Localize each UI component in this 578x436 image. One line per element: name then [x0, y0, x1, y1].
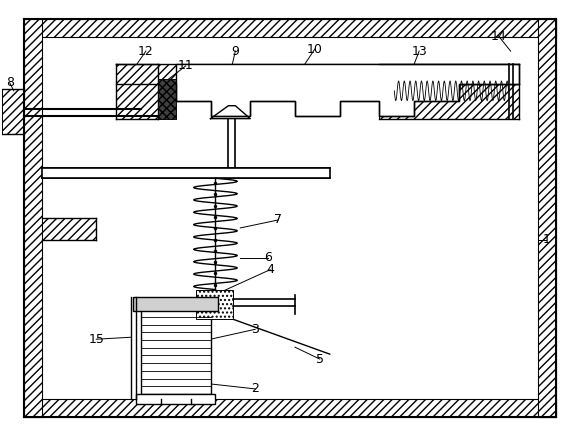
Text: 4: 4 — [266, 263, 274, 276]
Text: 10: 10 — [307, 43, 323, 55]
Bar — [116, 64, 158, 119]
Text: 14: 14 — [491, 30, 506, 43]
Bar — [116, 64, 518, 84]
Text: 9: 9 — [231, 44, 239, 58]
Text: 15: 15 — [88, 333, 104, 346]
Text: 6: 6 — [264, 251, 272, 264]
Bar — [158, 79, 176, 119]
Bar — [141, 310, 210, 394]
Text: 1: 1 — [542, 233, 550, 246]
Text: 2: 2 — [251, 382, 259, 395]
Bar — [2, 89, 24, 133]
Polygon shape — [176, 64, 518, 116]
Text: 13: 13 — [412, 44, 427, 58]
Bar — [538, 19, 556, 417]
Bar — [24, 19, 556, 37]
Bar — [42, 218, 96, 240]
Bar — [42, 168, 329, 178]
Bar — [24, 399, 556, 417]
Bar — [133, 297, 218, 311]
Bar — [24, 19, 42, 417]
Text: 5: 5 — [316, 353, 324, 366]
Text: 11: 11 — [178, 59, 194, 72]
Bar — [195, 290, 234, 319]
Text: 12: 12 — [138, 44, 154, 58]
Bar — [379, 64, 518, 119]
Text: 7: 7 — [274, 214, 282, 226]
Text: 8: 8 — [6, 76, 14, 89]
Text: 3: 3 — [251, 323, 259, 336]
Bar — [136, 394, 216, 404]
Bar — [158, 79, 176, 119]
